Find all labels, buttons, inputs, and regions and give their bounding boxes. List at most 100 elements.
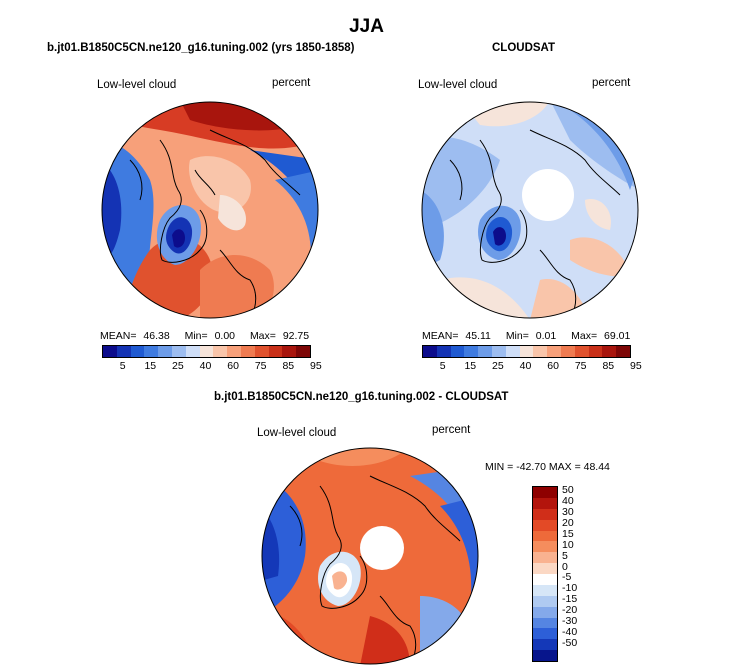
panel-3-colorbar-tick-label: 0: [562, 560, 568, 573]
panel-2-colorbar-cell: [464, 346, 479, 357]
panel-2-colorbar-tick-label: 5: [439, 360, 446, 372]
panel-2-colorbar: [422, 345, 631, 358]
panel-3-colorbar-tick-label: 30: [562, 506, 574, 519]
panel-2-min-label: Min=: [505, 330, 529, 342]
panel-3-colorbar-tick-label: -5: [562, 571, 572, 584]
panel-1-title: b.jt01.B1850C5CN.ne120_g16.tuning.002 (y…: [47, 42, 355, 54]
panel-3-colorbar-cell: [533, 552, 557, 564]
panel-3-colorbar-tick-label: 10: [562, 538, 574, 551]
panel-2-colorbar-cell: [519, 346, 534, 357]
panel-3-colorbar-cell: [533, 606, 557, 618]
panel-1-mean-label: MEAN=: [100, 330, 137, 342]
panel-1-units-label: percent: [272, 77, 311, 89]
panel-3-map: [261, 447, 479, 665]
panel-1-mean-value: 46.38: [143, 330, 170, 342]
panel-3-colorbar-cell: [533, 574, 557, 585]
panel-2-colorbar-tick-label: 60: [547, 360, 559, 372]
panel-1-colorbar-tick-label: 5: [119, 360, 126, 372]
panel-2-variable-label: Low-level cloud: [418, 79, 498, 91]
panel-1-colorbar-tick-label: 15: [144, 360, 157, 372]
panel-3-colorbar: [532, 486, 558, 662]
panel-1-colorbar-cell: [254, 346, 269, 357]
panel-3-title: b.jt01.B1850C5CN.ne120_g16.tuning.002 - …: [214, 391, 509, 403]
panel-2-max-label: Max=: [571, 330, 598, 342]
panel-3-colorbar-ticks: 50 40 30 20 15 10 5 0 -5 -10 -15 -20 -30 -40 -50: [562, 484, 602, 660]
panel-2-colorbar-cell: [491, 346, 506, 357]
panel-3-colorbar-tick-label: -30: [562, 614, 578, 627]
panel-2-colorbar-tick-label: 95: [630, 360, 642, 372]
panel-1-colorbar-cell: [116, 346, 131, 357]
panel-3-colorbar-tick-label: 50: [562, 484, 574, 497]
panel-2-mean-label: MEAN=: [422, 330, 459, 342]
panel-2-units-label: percent: [592, 77, 631, 89]
panel-1-colorbar-tick-label: 40: [199, 360, 212, 372]
panel-1-colorbar-tick-label: 85: [282, 360, 295, 372]
panel-1-colorbar-tick-label: 95: [310, 360, 322, 372]
panel-1-colorbar-tick-label: 25: [172, 360, 184, 372]
panel-3-units-label: percent: [432, 424, 471, 436]
panel-2-mean-value: 45.11: [465, 330, 491, 342]
panel-3-colorbar-cell: [533, 639, 557, 651]
panel-3-colorbar-tick-label: -50: [562, 636, 578, 649]
panel-1-min-label: Min=: [184, 330, 208, 342]
panel-1-map: [101, 101, 319, 319]
panel-1-colorbar-cell: [213, 346, 228, 357]
panel-1-min-value: 0.00: [214, 330, 236, 342]
panel-2-colorbar-cell: [588, 346, 603, 357]
panel-3-colorbar-cell: [533, 628, 557, 640]
panel-3-colorbar-tick-label: -40: [562, 625, 578, 638]
panel-3-variable-label: Low-level cloud: [257, 427, 337, 439]
panel-3-colorbar-cell: [533, 595, 557, 607]
panel-3-colorbar-cell: [533, 487, 557, 498]
panel-2-colorbar-cell: [574, 346, 589, 357]
panel-2-colorbar-cell: [505, 346, 520, 357]
panel-2-colorbar-cell: [560, 346, 575, 357]
panel-1-colorbar: [102, 345, 311, 358]
panel-2-colorbar-cell: [450, 346, 465, 357]
panel-3-colorbar-tick-label: 5: [562, 549, 568, 562]
panel-2-colorbar-cell: [436, 346, 451, 357]
panel-2-colorbar-cell: [616, 346, 630, 357]
panel-1-colorbar-cell: [268, 346, 283, 357]
panel-3-colorbar-tick-label: 15: [562, 527, 574, 540]
panel-2-min-value: 0.01: [535, 330, 557, 342]
panel-3-colorbar-tick-label: -15: [562, 593, 578, 606]
panel-1-colorbar-cell: [240, 346, 255, 357]
panel-1-colorbar-cell: [296, 346, 310, 357]
panel-2-colorbar-cell: [547, 346, 561, 357]
panel-1-colorbar-cell: [103, 346, 117, 357]
panel-3-colorbar-tick-label: -10: [562, 582, 578, 595]
panel-3-colorbar-cell: [533, 497, 557, 509]
panel-3-colorbar-cell: [533, 541, 557, 553]
panel-3-colorbar-cell: [533, 563, 557, 574]
panel-1-colorbar-cell: [199, 346, 214, 357]
panel-3-colorbar-cell: [533, 650, 557, 661]
panel-2-colorbar-cell: [423, 346, 437, 357]
panel-1-max-label: Max=: [249, 330, 276, 342]
panel-1-colorbar-tick-label: 60: [227, 360, 239, 372]
panel-2-colorbar-cell: [533, 346, 548, 357]
panel-1-variable-label: Low-level cloud: [97, 79, 177, 91]
panel-3-colorbar-tick-label: 20: [562, 517, 574, 530]
panel-3-colorbar-cell: [533, 508, 557, 520]
panel-2-colorbar-cell: [478, 346, 492, 357]
panel-2-colorbar-tick-label: 15: [464, 360, 477, 372]
panel-1-colorbar-cell: [171, 346, 186, 357]
panel-1-colorbar-cell: [130, 346, 145, 357]
main-title: JJA: [349, 16, 384, 37]
panel-3-colorbar-cell: [533, 617, 557, 629]
panel-1-max-value: 92.75: [282, 330, 310, 342]
panel-1-colorbar-cell: [185, 346, 200, 357]
panel-1-colorbar-cell: [158, 346, 172, 357]
panel-2-max-value: 69.01: [604, 330, 631, 342]
panel-2-colorbar-tick-label: 85: [602, 360, 615, 372]
panel-3-colorbar-tick-label: 40: [562, 495, 574, 508]
panel-1-colorbar-cell: [144, 346, 159, 357]
panel-2-title: CLOUDSAT: [492, 42, 556, 54]
panel-3-colorbar-cell: [533, 519, 557, 531]
panel-3-colorbar-cell: [533, 530, 557, 542]
panel-2-colorbar-cell: [602, 346, 617, 357]
panel-1-colorbar-cell: [282, 346, 297, 357]
panel-3-minmax: MIN = -42.70 MAX = 48.44: [485, 461, 610, 473]
panel-1-colorbar-tick-label: 75: [254, 360, 267, 372]
